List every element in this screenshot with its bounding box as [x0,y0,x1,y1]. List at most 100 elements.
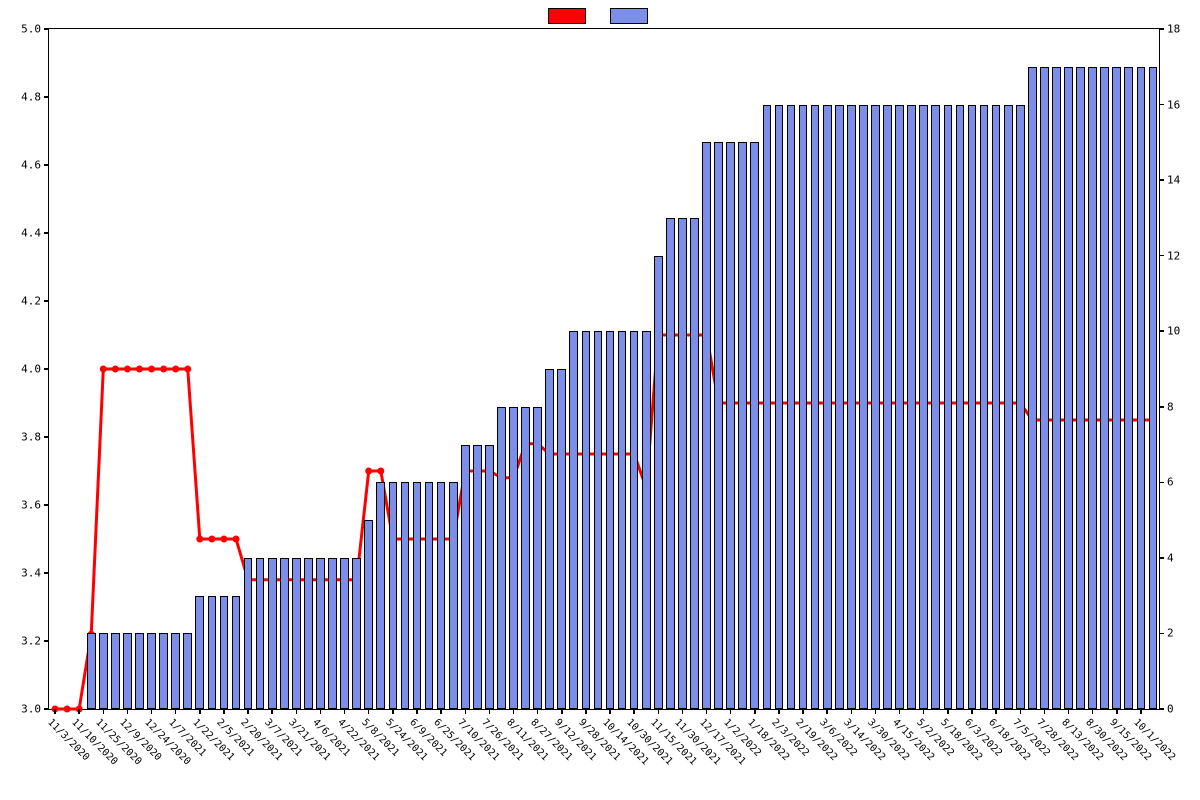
chart-container: 3.03.23.43.63.84.04.24.44.64.85.00246810… [0,0,1200,800]
bar [1040,67,1049,709]
bar [992,105,1001,709]
line-marker [365,468,372,475]
bar [823,105,832,709]
bar [557,369,566,709]
bar [123,633,132,709]
bar [726,142,735,709]
bar [1100,67,1109,709]
bar [618,331,627,709]
bar [473,445,482,709]
bar [702,142,711,709]
legend-swatch-bar [610,8,648,24]
bar [847,105,856,709]
bar [533,407,542,709]
bar [413,482,422,709]
bar [425,482,434,709]
bar [859,105,868,709]
bar [582,331,591,709]
line-marker [136,366,143,373]
bar [1028,67,1037,709]
bar [111,633,120,709]
bar [135,633,144,709]
bar [147,633,156,709]
line-marker [64,706,71,713]
bar [1124,67,1133,709]
legend [548,8,652,24]
bar [159,633,168,709]
bar [364,520,373,709]
bar [183,633,192,709]
line-marker [377,468,384,475]
bar [485,445,494,709]
bar [799,105,808,709]
bar [268,558,277,709]
bar [352,558,361,709]
line-marker [196,536,203,543]
bar [871,105,880,709]
bar [883,105,892,709]
bar [461,445,470,709]
bar [1004,105,1013,709]
line-marker [208,536,215,543]
line-marker [100,366,107,373]
bar [931,105,940,709]
bar [171,633,180,709]
bar [811,105,820,709]
bar [666,218,675,709]
bar [1016,105,1025,709]
bar [714,142,723,709]
bar [256,558,265,709]
bar [944,105,953,709]
bar [594,331,603,709]
bar [376,482,385,709]
bar [328,558,337,709]
bar [1149,67,1158,709]
bar [980,105,989,709]
legend-item-bar [610,8,652,24]
bar [292,558,301,709]
bar [956,105,965,709]
bar [509,407,518,709]
bar [750,142,759,709]
bar [316,558,325,709]
line-marker [160,366,167,373]
bar [232,596,241,709]
bar [1112,67,1121,709]
legend-swatch-line [548,8,586,24]
bar [1064,67,1073,709]
line-marker [184,366,191,373]
line-marker [112,366,119,373]
legend-item-line [548,8,590,24]
bar [968,105,977,709]
plot-area: 3.03.23.43.63.84.04.24.44.64.85.00246810… [48,28,1160,710]
bar [1076,67,1085,709]
bar [521,407,530,709]
bar [895,105,904,709]
bar [545,369,554,709]
bar [99,633,108,709]
bar [449,482,458,709]
bar [1052,67,1061,709]
bar [919,105,928,709]
bar [835,105,844,709]
bar [208,596,217,709]
bar [738,142,747,709]
bar [1137,67,1146,709]
line-marker [233,536,240,543]
bar [678,218,687,709]
bar [401,482,410,709]
bar [642,331,651,709]
bar [630,331,639,709]
bar [606,331,615,709]
bar [690,218,699,709]
bar [389,482,398,709]
bar [1088,67,1097,709]
bar [304,558,313,709]
bar [787,105,796,709]
line-marker [220,536,227,543]
bar [654,256,663,709]
line-marker [148,366,155,373]
bar [195,596,204,709]
bar [280,558,289,709]
bar [569,331,578,709]
